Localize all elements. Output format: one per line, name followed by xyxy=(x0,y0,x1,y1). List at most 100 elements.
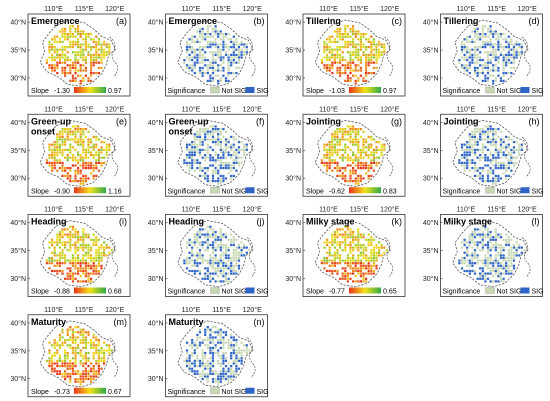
map-panel-n: 110°E 115°E 120°E 40°N 35°N 30°N Maturity (n) Si… xyxy=(148,306,269,398)
significance-legend-label: Significance xyxy=(168,88,206,95)
lon-tick-label: 120°E xyxy=(105,206,124,214)
lon-tick-label: 115°E xyxy=(350,206,369,214)
lat-tick-label: 30°N xyxy=(423,275,439,283)
lat-tick-label: 30°N xyxy=(10,74,26,82)
slope-legend-label: Slope xyxy=(306,289,324,296)
lat-tick-label: 40°N xyxy=(423,219,439,227)
map-cells xyxy=(183,225,251,283)
lon-tick-label: 110°E xyxy=(457,206,476,214)
panel-title: Milky stage xyxy=(444,217,493,227)
lon-tick-label: 115°E xyxy=(212,5,231,13)
lat-tick-label: 35°N xyxy=(148,47,164,55)
lat-tick-label: 35°N xyxy=(10,147,26,155)
map-panel-e: 110°E 115°E 120°E 40°N 35°N 30°N Green-up onset… xyxy=(10,105,131,197)
lat-tick-label: 40°N xyxy=(423,119,439,127)
lon-tick-label: 115°E xyxy=(75,206,94,214)
panel-title: Tillering xyxy=(306,16,341,26)
slope-legend-label: Slope xyxy=(306,88,324,95)
map-panel-b: 110°E 115°E 120°E 40°N 35°N 30°N Emergence (b) S… xyxy=(148,5,269,97)
lon-tick-label: 110°E xyxy=(44,5,63,13)
significance-legend-label: Significance xyxy=(168,188,206,195)
map-panel-i: 110°E 115°E 120°E 40°N 35°N 30°N Heading (i) Slo… xyxy=(10,206,131,297)
lat-tick-label: 30°N xyxy=(285,175,301,183)
lat-tick-label: 30°N xyxy=(148,175,164,183)
lon-tick-label: 115°E xyxy=(212,306,231,314)
panel-letter: (b) xyxy=(254,16,265,26)
lon-tick-label: 120°E xyxy=(518,105,537,113)
lon-tick-label: 110°E xyxy=(319,5,338,13)
slope-min-value: -0.88 xyxy=(54,289,70,296)
slope-max-value: 0.83 xyxy=(383,188,397,195)
map-frame xyxy=(165,314,268,398)
slope-colorbar xyxy=(349,287,381,294)
lat-tick-label: 35°N xyxy=(148,347,164,355)
panel-title: Heading xyxy=(31,217,67,227)
lat-tick-label: 35°N xyxy=(148,147,164,155)
lon-tick-label: 115°E xyxy=(350,105,369,113)
significance-legend-label: Significance xyxy=(443,188,481,195)
not-sig-swatch xyxy=(210,187,220,194)
coastline xyxy=(246,337,256,378)
slope-colorbar xyxy=(74,87,106,93)
panel-letter: (l) xyxy=(532,217,540,227)
sig-swatch xyxy=(245,187,255,194)
lon-tick-label: 120°E xyxy=(105,5,124,13)
map-panel-h: 110°E 115°E 120°E 40°N 35°N 30°N Jointing (h) Si… xyxy=(423,105,544,197)
coastline xyxy=(246,36,256,78)
slope-min-value: -0.90 xyxy=(54,188,70,195)
lat-tick-label: 30°N xyxy=(285,74,301,82)
lon-tick-label: 110°E xyxy=(44,206,63,214)
map-cells xyxy=(183,125,248,185)
panel-title: Jointing xyxy=(306,116,341,126)
panel-title: Maturity xyxy=(169,317,204,327)
map-cells xyxy=(45,125,111,185)
not-sig-swatch xyxy=(210,86,220,94)
lat-tick-label: 30°N xyxy=(10,175,26,183)
lat-tick-label: 30°N xyxy=(285,275,301,283)
map-cells xyxy=(320,225,388,283)
lon-tick-label: 110°E xyxy=(457,105,476,113)
map-cells xyxy=(458,225,526,283)
not-sig-label: Not SIG xyxy=(222,88,247,95)
slope-min-value: -1.30 xyxy=(54,88,70,95)
coastline xyxy=(521,136,531,178)
panel-letter: (e) xyxy=(116,116,127,126)
lat-tick-label: 35°N xyxy=(423,47,439,55)
map-panel-j: 110°E 115°E 120°E 40°N 35°N 30°N Heading (j) Sig… xyxy=(148,206,269,297)
lat-tick-label: 30°N xyxy=(148,375,164,383)
map-frame xyxy=(27,314,131,398)
coastline xyxy=(384,36,394,78)
significance-legend-label: Significance xyxy=(168,289,206,296)
lon-tick-label: 120°E xyxy=(518,206,537,214)
map-cells xyxy=(183,326,251,386)
lon-tick-label: 115°E xyxy=(487,105,506,113)
lon-tick-label: 120°E xyxy=(380,5,399,13)
panel-title: Jointing xyxy=(444,116,479,126)
lat-tick-label: 35°N xyxy=(10,47,26,55)
sig-label: SIG xyxy=(257,289,269,296)
slope-max-value: 0.65 xyxy=(383,289,397,296)
lon-tick-label: 115°E xyxy=(75,105,94,113)
panel-letter: (d) xyxy=(529,16,540,26)
lat-tick-label: 30°N xyxy=(10,275,26,283)
lat-tick-label: 35°N xyxy=(285,147,301,155)
lat-tick-label: 30°N xyxy=(423,74,439,82)
panel-title: Green-up onset xyxy=(31,116,72,136)
sig-label: SIG xyxy=(532,88,544,95)
map-panel-d: 110°E 115°E 120°E 40°N 35°N 30°N Tillering (d) S… xyxy=(423,5,544,97)
panel-title: Milky stage xyxy=(306,217,355,227)
map-cells xyxy=(45,225,113,283)
sig-label: SIG xyxy=(257,88,269,95)
not-sig-swatch xyxy=(210,287,220,294)
coastline xyxy=(109,136,119,178)
slope-legend-label: Slope xyxy=(31,88,49,95)
slope-colorbar xyxy=(74,387,106,394)
sig-swatch xyxy=(245,287,255,294)
map-panel-a: 110°E 115°E 120°E 40°N 35°N 30°N Emergence (a) S… xyxy=(10,5,131,97)
panel-letter: (h) xyxy=(529,116,540,126)
significance-legend-label: Significance xyxy=(443,289,481,296)
map-cells xyxy=(45,25,111,85)
lon-tick-label: 120°E xyxy=(243,105,262,113)
lon-tick-label: 115°E xyxy=(75,306,94,314)
